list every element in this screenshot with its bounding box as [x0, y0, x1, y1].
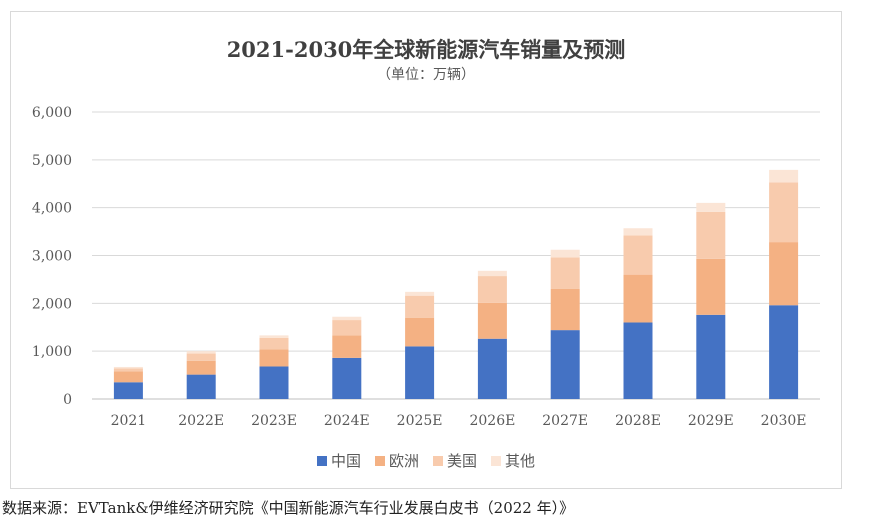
legend-swatch-china: [316, 455, 327, 466]
bar-segment-china: [259, 366, 289, 399]
bar-segment-other: [623, 228, 653, 236]
bar-segment-europe: [113, 371, 143, 383]
bar-segment-other: [186, 351, 216, 354]
legend-item-usa: 美国: [433, 450, 477, 471]
x-tick-label: 2028E: [615, 413, 661, 429]
bar-segment-europe: [332, 335, 362, 358]
y-tick-label: 1,000: [32, 344, 72, 360]
bar-segment-usa: [186, 353, 216, 361]
bar-segment-usa: [550, 257, 580, 289]
bar-segment-other: [477, 270, 507, 277]
y-tick-label: 5,000: [32, 153, 72, 169]
x-tick-label: 2025E: [397, 413, 443, 429]
y-tick-label: 0: [63, 392, 72, 408]
x-tick-label: 2023E: [251, 413, 297, 429]
y-tick-label: 3,000: [32, 249, 72, 265]
bar-segment-other: [113, 366, 143, 369]
bar-segment-usa: [405, 295, 435, 318]
x-tick-label: 2022E: [178, 413, 224, 429]
bar-segment-china: [769, 305, 799, 399]
x-tick-label: 2026E: [469, 413, 515, 429]
legend-label-europe: 欧洲: [388, 452, 419, 470]
y-axis-ticks: 0 1,000 2,000 3,000 4,000 5,000 6,000: [32, 105, 72, 408]
bar-segment-europe: [405, 317, 435, 347]
bar-segment-china: [623, 322, 653, 399]
bar-segment-usa: [332, 320, 362, 336]
legend-swatch-other: [491, 455, 502, 466]
bar-segment-europe: [696, 258, 726, 315]
bar-segment-other: [550, 249, 580, 258]
bar-segment-other: [259, 335, 289, 338]
bar-segment-europe: [477, 302, 507, 339]
chart-title: 2021-2030年全球新能源汽车销量及预测: [226, 37, 626, 62]
y-tick-label: 4,000: [32, 201, 72, 217]
legend-label-china: 中国: [330, 452, 361, 470]
bar-segment-china: [332, 357, 362, 399]
bar-segment-china: [550, 330, 580, 399]
bar-segment-usa: [696, 211, 726, 259]
bar-segment-europe: [186, 360, 216, 375]
bar-segment-europe: [769, 242, 799, 306]
source-note: 数据来源：EVTank&伊维经济研究院《中国新能源汽车行业发展白皮书（2022 …: [2, 499, 575, 517]
x-tick-label: 2029E: [688, 413, 734, 429]
bar-segment-usa: [477, 276, 507, 303]
x-axis-ticks: 2021 2022E 2023E 2024E 2025E 2026E 2027E 2028E 2…: [111, 413, 807, 429]
legend-item-europe: 欧洲: [374, 450, 419, 471]
legend-label-usa: 美国: [447, 452, 478, 470]
chart-subtitle: （单位：万辆）: [377, 67, 475, 83]
legend-swatch-europe: [374, 455, 385, 466]
x-tick-label: 2021: [111, 413, 147, 429]
bar-segment-other: [405, 291, 435, 296]
bar-segment-china: [186, 374, 216, 399]
bar-segment-usa: [623, 235, 653, 275]
bar-segment-usa: [769, 182, 799, 243]
y-tick-label: 6,000: [32, 105, 72, 121]
bar-segment-usa: [259, 337, 289, 350]
x-tick-label: 2024E: [324, 413, 370, 429]
legend: 中国 欧洲 美国 其他: [10, 450, 842, 471]
bar-segment-europe: [550, 288, 580, 331]
bar-segment-other: [769, 169, 799, 183]
legend-item-china: 中国: [316, 450, 361, 471]
legend-swatch-usa: [433, 455, 443, 466]
bar-segment-china: [696, 314, 726, 399]
bar-segment-china: [113, 382, 143, 399]
bar-segment-other: [696, 202, 726, 212]
bar-segment-other: [332, 316, 362, 321]
legend-label-other: 其他: [505, 452, 536, 470]
legend-item-other: 其他: [491, 450, 535, 471]
bar-segment-china: [405, 346, 435, 399]
bar-segment-europe: [623, 274, 653, 323]
x-tick-label: 2027E: [542, 413, 588, 429]
x-tick-label: 2030E: [761, 413, 807, 429]
y-tick-label: 2,000: [32, 296, 72, 312]
bars: [113, 169, 799, 399]
bar-segment-europe: [259, 349, 289, 367]
bar-segment-china: [477, 338, 507, 399]
bar-segment-usa: [113, 368, 143, 372]
